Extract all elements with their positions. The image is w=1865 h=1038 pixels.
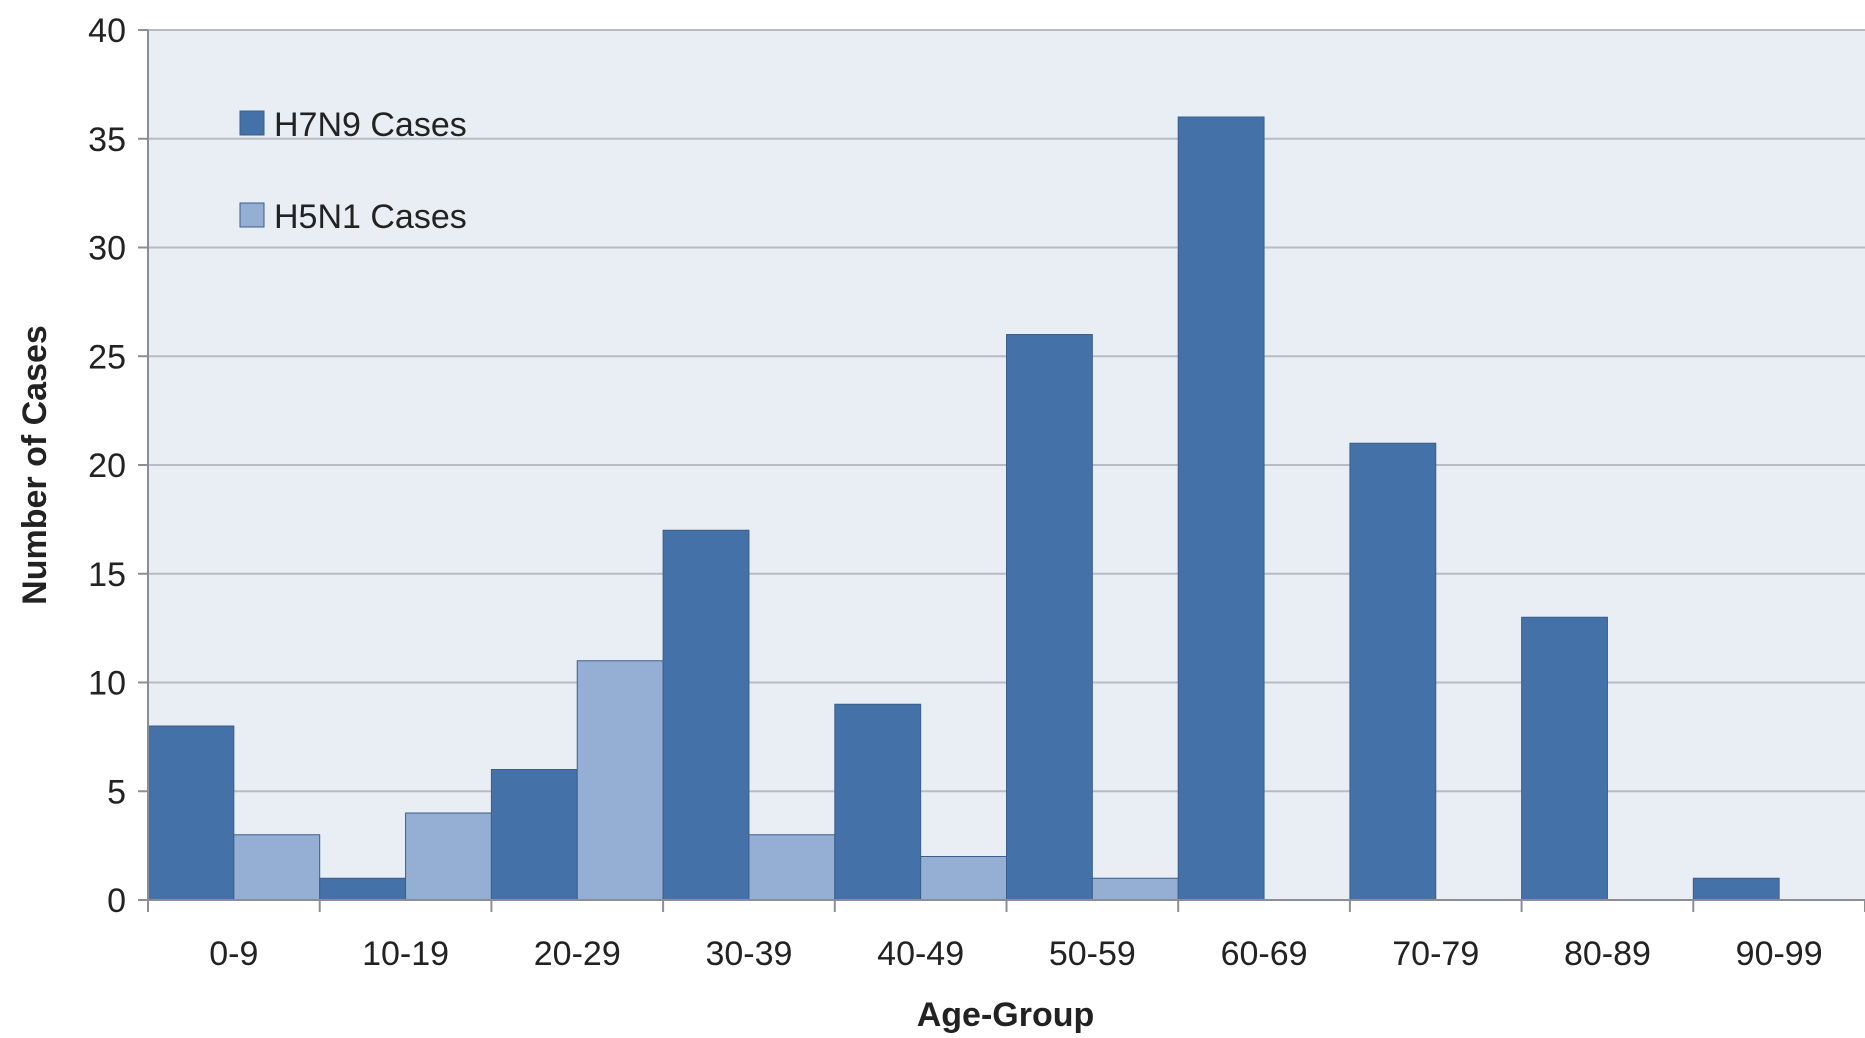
bar-h5n1-cases-30-39 — [748, 834, 836, 901]
bars — [147, 116, 1780, 901]
x-axis-title: Age-Group — [917, 996, 1095, 1034]
x-tick-label: 60-69 — [1221, 935, 1308, 973]
x-tick-label: 90-99 — [1736, 935, 1823, 973]
x-tick-label: 20-29 — [534, 935, 621, 973]
y-tick-labels: 0 5 10 15 20 25 30 35 40 — [88, 12, 148, 920]
bar-h7n9-cases-40-49 — [834, 703, 922, 901]
bar-h5n1-cases-10-19 — [405, 812, 492, 901]
x-tick-label: 10-19 — [362, 935, 449, 973]
bar-h7n9-cases-30-39 — [662, 529, 750, 901]
y-tick-label: 40 — [88, 12, 126, 50]
bar-h5n1-cases-0-9 — [233, 834, 321, 901]
bar-h7n9-cases-80-89 — [1521, 616, 1608, 901]
legend-swatch — [239, 110, 265, 136]
bar-h7n9-cases-60-69 — [1177, 116, 1265, 901]
legend: H7N9 Cases H5N1 Cases — [239, 106, 467, 236]
bar-h5n1-cases-50-59 — [1091, 877, 1179, 901]
bar-h7n9-cases-90-99 — [1692, 877, 1780, 901]
x-tick-labels: 0-9 10-19 20-29 30-39 40-49 50-59 60-69 70-79 80… — [147, 900, 1865, 973]
bar-h7n9-cases-10-19 — [319, 877, 407, 901]
y-tick-label: 25 — [88, 338, 126, 376]
x-tick-label: 80-89 — [1564, 935, 1651, 973]
y-tick-label: 20 — [88, 447, 126, 485]
x-tick-label: 50-59 — [1049, 935, 1136, 973]
bar-h7n9-cases-20-29 — [490, 769, 578, 901]
x-tick-label: 40-49 — [877, 935, 964, 973]
y-tick-label: 0 — [107, 882, 126, 920]
y-tick-label: 5 — [107, 773, 126, 811]
legend-label: H7N9 Cases — [274, 106, 467, 144]
x-tick-label: 70-79 — [1392, 935, 1479, 973]
x-tick-label: 30-39 — [705, 935, 792, 973]
bar-h7n9-cases-70-79 — [1349, 442, 1437, 901]
bar-h7n9-cases-0-9 — [147, 725, 235, 901]
y-tick-label: 30 — [88, 230, 126, 268]
y-tick-label: 10 — [88, 665, 126, 703]
bar-h5n1-cases-20-29 — [576, 660, 664, 901]
x-tick-label: 0-9 — [209, 935, 258, 973]
y-axis-title: Number of Cases — [16, 325, 54, 605]
y-tick-label: 15 — [88, 556, 126, 594]
y-tick-label: 35 — [88, 121, 126, 159]
bar-h5n1-cases-40-49 — [920, 856, 1008, 901]
legend-label: H5N1 Cases — [274, 198, 467, 236]
bar-h7n9-cases-50-59 — [1006, 334, 1093, 901]
legend-swatch — [239, 202, 265, 228]
